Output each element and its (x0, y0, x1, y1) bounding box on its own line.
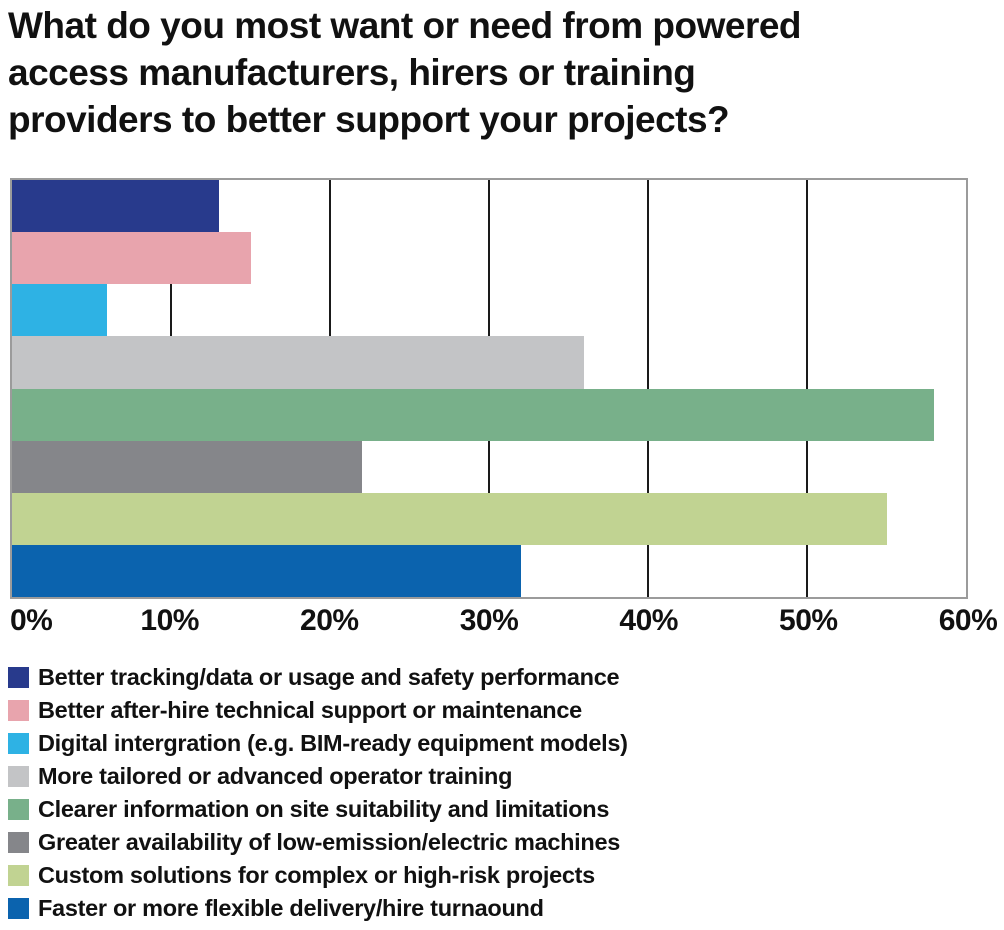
legend-label: Better tracking/data or usage and safety… (38, 664, 620, 690)
chart-title: What do you most want or need from power… (8, 5, 802, 140)
bar-5 (12, 388, 935, 441)
bar-4 (12, 336, 585, 389)
legend-label: More tailored or advanced operator train… (38, 763, 513, 789)
bar-1 (12, 180, 219, 233)
legend: Better tracking/data or usage and safety… (8, 661, 628, 925)
bar-8 (12, 544, 521, 597)
legend-swatch-icon (8, 832, 29, 853)
legend-label: Better after-hire technical support or m… (38, 697, 582, 723)
legend-item: Clearer information on site suitability … (8, 793, 628, 826)
legend-swatch-icon (8, 667, 29, 688)
x-tick-label: 50% (779, 604, 838, 637)
bar-row (12, 232, 966, 285)
bar-row (12, 180, 966, 233)
legend-label: Clearer information on site suitability … (38, 796, 610, 822)
bar-row (12, 440, 966, 493)
legend-item: Digital intergration (e.g. BIM-ready equ… (8, 727, 628, 760)
bar-row (12, 284, 966, 337)
legend-swatch-icon (8, 700, 29, 721)
legend-label: Digital intergration (e.g. BIM-ready equ… (38, 730, 628, 756)
legend-item: Better after-hire technical support or m… (8, 694, 628, 727)
legend-item: Better tracking/data or usage and safety… (8, 661, 628, 694)
legend-swatch-icon (8, 733, 29, 754)
x-tick-label: 10% (140, 604, 199, 637)
legend-swatch-icon (8, 898, 29, 919)
x-tick-label: 20% (300, 604, 359, 637)
bar-row (12, 336, 966, 389)
legend-label: Faster or more flexible delivery/hire tu… (38, 895, 544, 921)
legend-item: Greater availability of low-emission/ele… (8, 826, 628, 859)
legend-item: More tailored or advanced operator train… (8, 760, 628, 793)
legend-label: Greater availability of low-emission/ele… (38, 829, 620, 855)
x-tick-label: 30% (459, 604, 519, 637)
legend-item: Custom solutions for complex or high-ris… (8, 859, 628, 892)
bar-2 (12, 232, 251, 285)
bar-row (12, 388, 966, 441)
legend-label: Custom solutions for complex or high-ris… (38, 862, 595, 888)
x-tick-label: 60% (938, 604, 998, 637)
bar-row (12, 492, 966, 545)
x-tick-label: 40% (619, 604, 678, 637)
plot-area (10, 178, 968, 599)
x-axis: 0% 10% 20% 30% 40% 50% 60% (10, 604, 998, 644)
bar-3 (12, 284, 108, 337)
bar-row (12, 544, 966, 597)
x-tick-label: 0% (10, 604, 53, 637)
bar-6 (12, 440, 362, 493)
legend-swatch-icon (8, 865, 29, 886)
legend-swatch-icon (8, 799, 29, 820)
legend-swatch-icon (8, 766, 29, 787)
legend-item: Faster or more flexible delivery/hire tu… (8, 892, 628, 925)
bar-7 (12, 492, 887, 545)
